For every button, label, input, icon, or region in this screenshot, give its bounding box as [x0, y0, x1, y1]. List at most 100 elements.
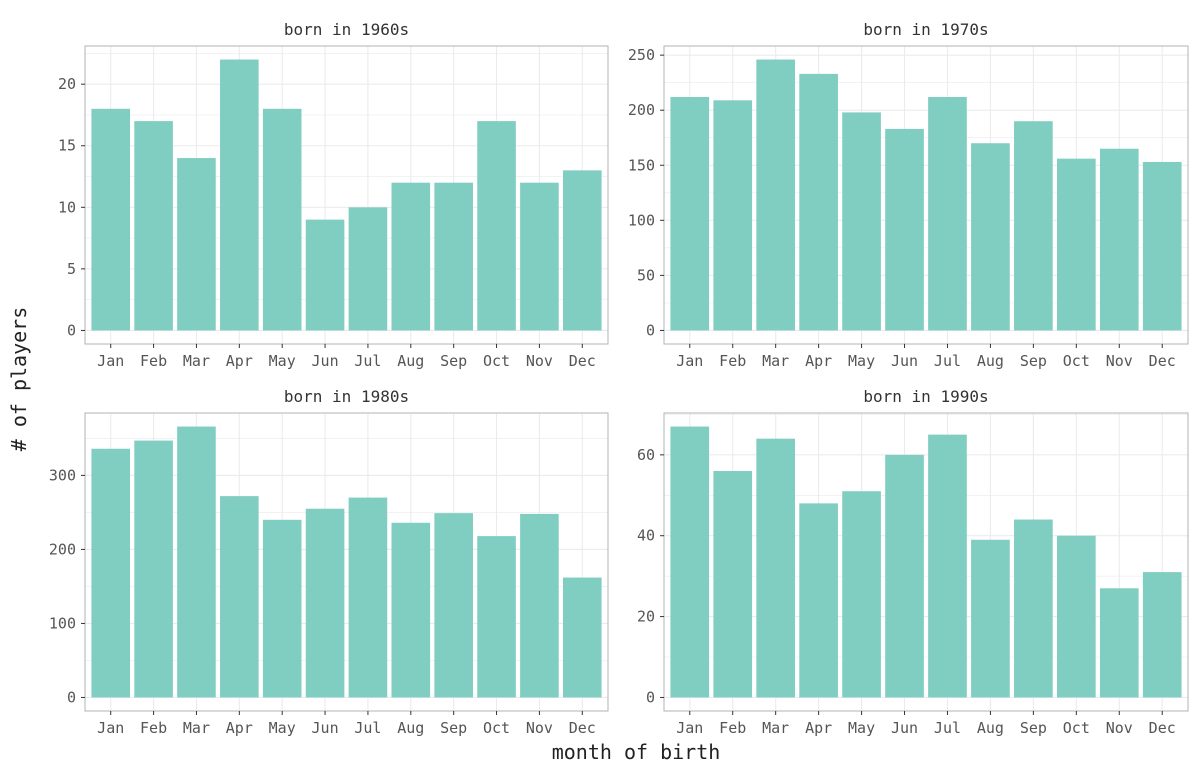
bar-may [842, 112, 881, 331]
x-tick-label: Nov [1106, 352, 1133, 370]
x-tick-label: Nov [1106, 719, 1133, 737]
y-tick-label: 250 [628, 46, 655, 64]
bar-aug [971, 143, 1010, 331]
bar-may [842, 491, 881, 698]
x-tick-label: Mar [183, 352, 210, 370]
x-axis-title: month of birth [552, 740, 721, 764]
x-tick-label: Oct [1063, 719, 1090, 737]
bar-feb [134, 440, 173, 698]
panel-title: born in 1960s [284, 20, 409, 39]
x-tick-label: May [269, 352, 296, 370]
panel-3: born in 1980s 0 100 200 300 Jan Feb Mar Apr May Ju… [49, 387, 609, 737]
x-tick-label: Apr [805, 719, 832, 737]
x-tick-label: Feb [719, 352, 746, 370]
x-tick-label: Jun [312, 719, 339, 737]
bar-sep [434, 513, 473, 698]
y-tick-label: 10 [58, 198, 76, 216]
x-tick-label: Aug [397, 352, 424, 370]
x-tick-label: Feb [140, 719, 167, 737]
bar-feb [713, 100, 753, 331]
x-tick-label: Sep [1020, 719, 1047, 737]
bar-apr [220, 59, 259, 331]
panel-border [663, 412, 1189, 712]
x-tick-label: May [848, 719, 875, 737]
x-tick-label: Feb [719, 719, 746, 737]
bar-sep [1014, 121, 1053, 331]
x-tick-label: Jul [354, 719, 381, 737]
x-tick-label: Feb [140, 352, 167, 370]
panel-border [84, 45, 609, 345]
bar-aug [391, 522, 431, 698]
y-tick-label: 200 [628, 101, 655, 119]
y-tick-label: 200 [49, 540, 76, 558]
bar-jun [305, 219, 345, 331]
x-tick-label: Jan [97, 352, 124, 370]
x-tick-label: Jan [676, 719, 703, 737]
x-tick-label: Dec [1149, 352, 1176, 370]
y-tick-label: 300 [49, 466, 76, 484]
bar-apr [799, 73, 838, 331]
x-tick-label: Sep [440, 352, 467, 370]
bar-dec [1142, 161, 1182, 331]
bar-oct [1057, 158, 1096, 331]
x-tick-label: Apr [226, 352, 253, 370]
bar-feb [134, 121, 173, 331]
x-tick-label: Mar [762, 719, 789, 737]
bar-mar [756, 438, 795, 698]
x-tick-label: Jan [676, 352, 703, 370]
bar-mar [177, 158, 216, 331]
bar-nov [520, 182, 559, 331]
x-tick-label: Sep [1020, 352, 1047, 370]
x-tick-label: Apr [805, 352, 832, 370]
bar-dec [1142, 572, 1182, 698]
y-tick-label: 20 [637, 608, 655, 626]
y-tick-label: 100 [628, 211, 655, 229]
x-tick-label: Dec [1149, 719, 1176, 737]
bar-dec [562, 170, 602, 331]
x-tick-label: Jun [891, 719, 918, 737]
x-tick-label: Jul [934, 352, 961, 370]
bar-nov [520, 513, 559, 698]
panel-title: born in 1990s [863, 387, 988, 406]
y-tick-label: 40 [637, 527, 655, 545]
bar-jan [670, 426, 710, 698]
bar-oct [477, 536, 516, 698]
bar-aug [391, 182, 431, 331]
bar-nov [1099, 148, 1139, 331]
panel-border [84, 412, 609, 712]
bar-aug [971, 539, 1010, 698]
bar-jan [91, 448, 131, 698]
y-tick-label: 0 [646, 688, 655, 706]
panel-title: born in 1970s [863, 20, 988, 39]
y-tick-label: 5 [67, 260, 76, 278]
x-tick-label: Jun [891, 352, 918, 370]
x-tick-label: Jul [934, 719, 961, 737]
y-tick-label: 0 [67, 688, 76, 706]
x-tick-label: Apr [226, 719, 253, 737]
bar-may [262, 108, 302, 331]
bar-nov [1099, 588, 1139, 698]
x-tick-label: Aug [397, 719, 424, 737]
x-tick-label: Jul [354, 352, 381, 370]
bar-jan [670, 96, 710, 331]
bar-feb [713, 471, 753, 698]
x-tick-label: May [269, 719, 296, 737]
bar-jul [348, 207, 388, 331]
y-tick-label: 20 [58, 75, 76, 93]
bar-may [262, 519, 302, 698]
y-tick-label: 15 [58, 137, 76, 155]
bar-dec [562, 577, 602, 698]
bar-mar [756, 59, 795, 331]
panel-title: born in 1980s [284, 387, 409, 406]
bar-oct [1057, 535, 1096, 698]
x-tick-label: May [848, 352, 875, 370]
x-tick-label: Nov [526, 719, 553, 737]
bar-jun [885, 454, 924, 698]
y-tick-label: 60 [637, 446, 655, 464]
x-tick-label: Mar [762, 352, 789, 370]
x-tick-label: Aug [977, 352, 1004, 370]
x-tick-label: Dec [569, 719, 596, 737]
y-tick-label: 0 [646, 321, 655, 339]
